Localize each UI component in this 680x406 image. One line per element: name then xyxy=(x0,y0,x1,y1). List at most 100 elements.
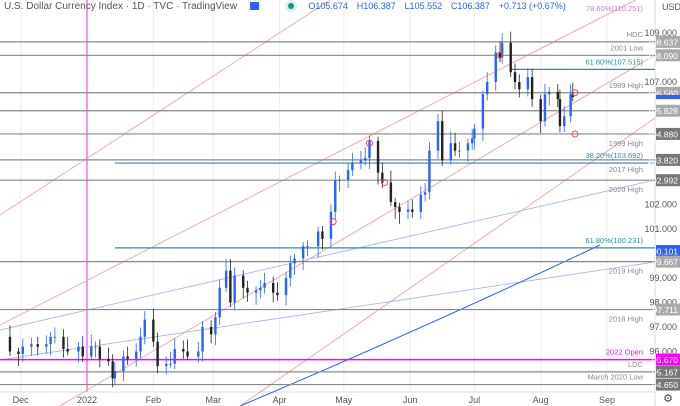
candle-body xyxy=(473,128,476,139)
candle-body xyxy=(569,94,572,117)
candle-body xyxy=(77,346,80,352)
trendline[interactable] xyxy=(0,179,656,331)
moving-average-line xyxy=(239,244,601,406)
candle-body xyxy=(246,287,249,293)
channel-trendline[interactable] xyxy=(0,0,331,216)
candle-body xyxy=(471,138,474,144)
candle-body xyxy=(197,351,200,357)
channel-trendline[interactable] xyxy=(0,0,655,326)
candle-body xyxy=(8,336,12,352)
candle-body xyxy=(126,356,129,359)
price-tag xyxy=(656,153,680,166)
candle-body xyxy=(556,91,559,100)
fib-top-label: 78.60%(110.251) xyxy=(586,4,643,13)
candle-body xyxy=(389,182,393,203)
price-tag xyxy=(656,353,680,366)
candle-body xyxy=(351,162,354,171)
price-tag-label: 94.650 xyxy=(652,380,678,390)
candle-body xyxy=(122,356,125,372)
ohlc-change: +0.713 (+0.67%) xyxy=(498,1,566,11)
price-tag-label: 97.711 xyxy=(653,305,679,315)
price-tag xyxy=(656,127,680,140)
chart-header: U.S. Dollar Currency Index · 1D · TVC · … xyxy=(4,1,566,12)
candle-body xyxy=(306,246,309,248)
price-tag xyxy=(656,49,680,62)
candle-body xyxy=(49,336,52,345)
candle-body xyxy=(543,94,547,122)
level-label: 2020 High xyxy=(609,185,643,194)
candle-body xyxy=(368,140,371,158)
candle-body xyxy=(233,275,236,303)
level-label: March 2020 Low xyxy=(588,373,644,382)
pivot-marker xyxy=(380,178,388,186)
candle-body xyxy=(558,99,562,127)
candle-body xyxy=(173,349,176,364)
price-tag-label: 103.820 xyxy=(647,155,678,165)
candle-body xyxy=(186,351,189,357)
candle-body xyxy=(107,358,110,362)
candle-body xyxy=(301,246,305,259)
candle-body xyxy=(21,346,24,354)
level-label: 2022 Open xyxy=(606,348,643,357)
level-label: 2017 High xyxy=(609,165,643,174)
flag-icon[interactable] xyxy=(249,2,259,10)
ohlc-close: C106.387 xyxy=(450,1,490,11)
candle-body xyxy=(139,336,142,352)
candle-body xyxy=(334,180,337,212)
x-tick-label: May xyxy=(335,395,353,405)
candle-body xyxy=(214,317,217,335)
ohlc-open: O105.674 xyxy=(308,1,348,11)
level-label: HDC xyxy=(627,30,644,39)
candle-body xyxy=(81,346,84,357)
price-tag xyxy=(656,104,680,117)
y-tick-label: 107.000 xyxy=(644,77,677,87)
y-tick-label: 99.000 xyxy=(649,273,677,283)
x-tick-label: Feb xyxy=(146,395,162,405)
candle-body xyxy=(466,143,470,151)
level-label: 38.20%(103.692) xyxy=(585,151,643,160)
ohlc-low: L105.552 xyxy=(404,1,443,11)
candle-body xyxy=(143,319,146,337)
level-label: 2018 High xyxy=(609,315,643,324)
candle-body xyxy=(30,344,33,347)
pivot-marker xyxy=(496,51,504,59)
price-tag-label: 105.828 xyxy=(647,106,678,116)
price-tag xyxy=(656,245,680,258)
candle-body xyxy=(111,361,114,379)
pivot-marker xyxy=(571,89,579,97)
candle-body xyxy=(182,349,185,352)
x-tick-label: Dec xyxy=(13,395,30,405)
y-tick-label: 109.000 xyxy=(644,28,677,38)
pivot-marker xyxy=(329,218,337,226)
candle-body xyxy=(53,336,57,338)
candle-body xyxy=(229,270,232,303)
market-status-icon xyxy=(287,3,294,9)
y-tick-label: 97.000 xyxy=(649,322,677,332)
candle-body xyxy=(276,292,279,296)
candle-body xyxy=(441,121,444,161)
level-label: LDC xyxy=(628,360,644,369)
candle-body xyxy=(271,282,275,293)
candle-body xyxy=(411,209,414,212)
candle-body xyxy=(164,363,168,367)
candle-body xyxy=(316,231,320,247)
candle-body xyxy=(436,121,440,151)
candle-body xyxy=(381,172,384,183)
candle-body xyxy=(66,349,69,352)
settings-icon[interactable]: ⚙ xyxy=(663,393,673,405)
price-tag-label: 95.670 xyxy=(652,355,678,365)
candle-body xyxy=(218,287,221,318)
candle-body xyxy=(338,180,341,181)
currency-selector[interactable]: USD ▾ xyxy=(662,2,680,12)
x-tick-label: Sep xyxy=(599,395,615,405)
trendline[interactable] xyxy=(0,261,656,361)
candle-body xyxy=(393,202,397,207)
candle-body xyxy=(98,346,102,359)
candle-body xyxy=(201,327,204,352)
price-tag-label: 106.560 xyxy=(647,88,678,98)
channel-trendline[interactable] xyxy=(59,54,656,406)
ohlc-high: H106.387 xyxy=(356,1,396,11)
price-tag xyxy=(656,303,680,316)
